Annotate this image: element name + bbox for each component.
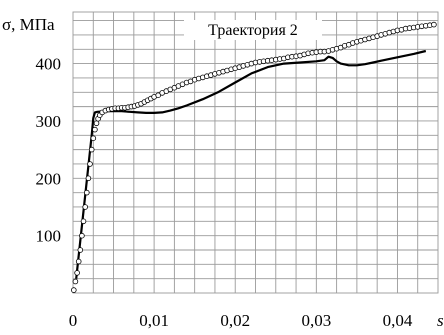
x-axis-label: s bbox=[437, 311, 444, 330]
y-tick-label: 300 bbox=[36, 112, 62, 131]
x-tick-label: 0,02 bbox=[220, 311, 250, 330]
y-axis-label: σ, МПа bbox=[2, 15, 55, 34]
data-point bbox=[93, 120, 100, 127]
chart-title: Траектория 2 bbox=[208, 22, 298, 39]
x-tick-label: 0,04 bbox=[383, 311, 413, 330]
y-tick-label: 100 bbox=[36, 227, 62, 246]
x-tick-label: 0 bbox=[69, 311, 78, 330]
data-point bbox=[84, 189, 90, 196]
data-point bbox=[87, 161, 93, 167]
data-point bbox=[431, 21, 437, 28]
data-point bbox=[88, 146, 95, 153]
grid bbox=[73, 12, 438, 293]
title-background bbox=[184, 20, 322, 40]
data-point bbox=[79, 232, 85, 239]
data-point bbox=[71, 287, 77, 293]
series-line bbox=[75, 49, 427, 279]
data-point bbox=[155, 92, 162, 98]
data-point bbox=[82, 204, 88, 210]
tick-labels: 0 0,01 0,02 0,03 0,04 100 200 300 400 bbox=[36, 55, 413, 330]
data-series bbox=[71, 21, 437, 293]
plot-frame bbox=[72, 11, 439, 294]
data-point bbox=[77, 247, 84, 253]
data-point bbox=[85, 175, 92, 182]
data-point bbox=[72, 278, 79, 285]
y-tick-label: 400 bbox=[36, 55, 62, 74]
data-point bbox=[90, 135, 97, 142]
x-tick-label: 0,03 bbox=[301, 311, 331, 330]
data-point bbox=[74, 270, 80, 276]
data-point bbox=[92, 126, 98, 133]
y-tick-label: 200 bbox=[36, 169, 62, 188]
data-point bbox=[75, 258, 82, 265]
x-tick-label: 0,01 bbox=[139, 311, 169, 330]
data-point bbox=[80, 218, 87, 225]
